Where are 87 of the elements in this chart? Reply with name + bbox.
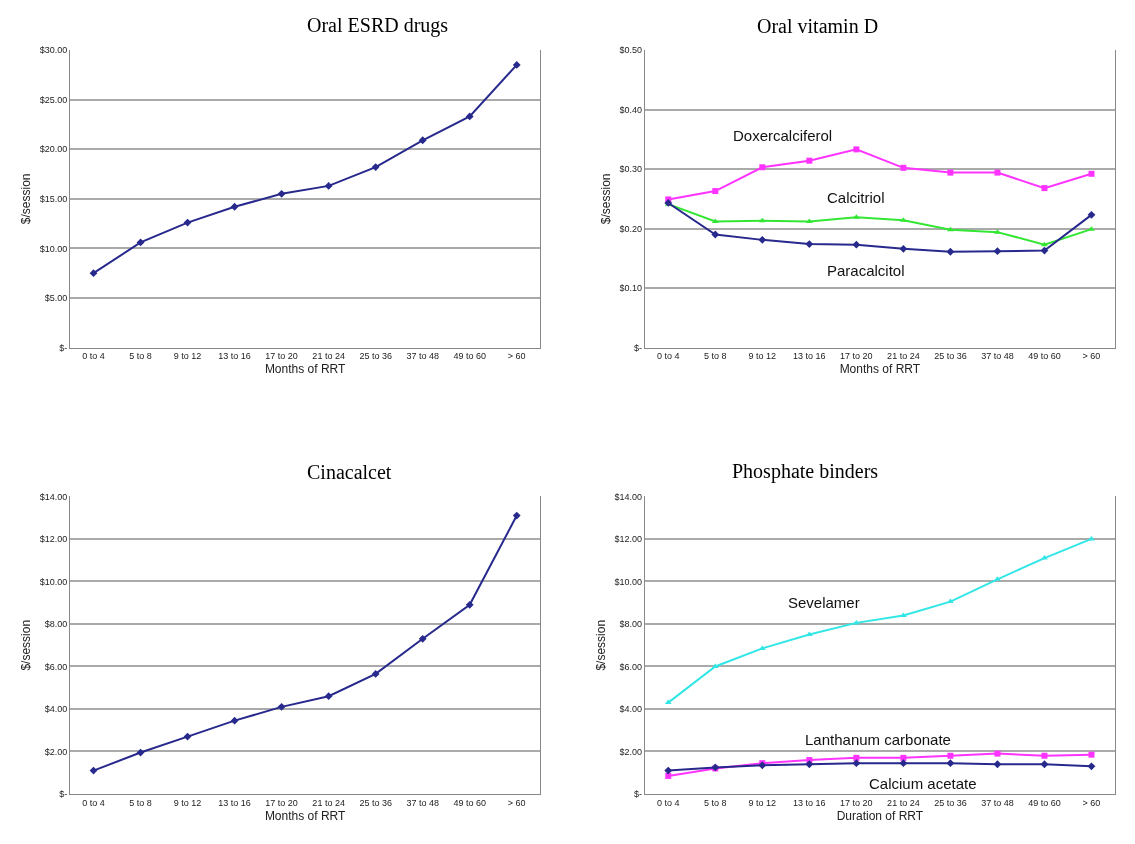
series-label: Doxercalciferol: [733, 127, 833, 144]
x-tick-label: 0 to 4: [82, 351, 105, 362]
y-tick-label: $6.00: [619, 661, 642, 672]
x-tick-label: 17 to 20: [265, 351, 298, 362]
x-tick-label: 0 to 4: [82, 797, 105, 808]
y-tick-label: $8.00: [44, 619, 68, 630]
series-label: Calcitriol: [827, 189, 885, 206]
x-tick-label: 13 to 16: [793, 797, 826, 808]
x-tick-label: 21 to 24: [887, 797, 920, 808]
x-tick-label: 9 to 12: [173, 797, 202, 808]
y-axis-title: $/session: [598, 173, 613, 225]
y-tick-label: $15.00: [39, 193, 68, 204]
y-tick-label: $30.00: [39, 45, 68, 56]
y-tick-label: $2.00: [44, 746, 68, 757]
x-tick-label: 9 to 12: [748, 351, 777, 362]
x-tick-label: 21 to 24: [887, 351, 920, 362]
series-label: Sevelamer: [788, 594, 860, 611]
y-tick-label: $6.00: [44, 661, 68, 672]
chart-title: Phosphate binders: [732, 460, 879, 483]
x-tick-label: 13 to 16: [218, 351, 251, 362]
x-tick-label: 25 to 36: [359, 797, 392, 808]
series-label: Paracalcitol: [827, 262, 905, 279]
x-tick-label: 21 to 24: [312, 351, 345, 362]
y-tick-label: $0.30: [619, 164, 642, 175]
x-tick-label: 5 to 8: [129, 797, 152, 808]
x-tick-label: 25 to 36: [359, 351, 392, 362]
y-tick-label: $-: [59, 789, 68, 800]
y-tick-label: $14.00: [39, 491, 68, 502]
y-tick-label: $20.00: [39, 144, 68, 155]
y-tick-label: $12.00: [39, 534, 68, 545]
x-axis-title: Months of RRT: [264, 808, 347, 823]
chart-title: Oral ESRD drugs: [307, 14, 449, 37]
x-tick-label: 37 to 48: [981, 351, 1014, 362]
y-tick-label: $5.00: [44, 293, 68, 304]
y-tick-label: $4.00: [44, 704, 68, 715]
x-axis-title: Months of RRT: [839, 362, 921, 377]
x-tick-label: 5 to 8: [704, 797, 727, 808]
x-tick-label: 13 to 16: [218, 797, 251, 808]
chart-title: Oral vitamin D: [757, 15, 879, 37]
x-tick-label: > 60: [1082, 351, 1101, 362]
x-tick-label: 49 to 60: [1028, 351, 1061, 362]
series-label: Lanthanum carbonate: [805, 731, 951, 748]
y-tick-label: $0.20: [619, 223, 642, 234]
x-tick-label: 49 to 60: [1028, 797, 1061, 808]
x-tick-label: 5 to 8: [704, 351, 727, 362]
x-tick-label: 17 to 20: [840, 797, 873, 808]
y-tick-label: $14.00: [614, 491, 642, 502]
y-tick-label: $4.00: [619, 704, 642, 715]
y-tick-label: $10.00: [39, 576, 68, 587]
y-tick-label: $12.00: [614, 534, 642, 545]
x-tick-label: 21 to 24: [312, 797, 345, 808]
y-tick-label: $10.00: [614, 576, 642, 587]
x-tick-label: > 60: [507, 797, 526, 808]
y-tick-label: $0.40: [619, 104, 642, 115]
y-tick-label: $10.00: [39, 243, 68, 254]
y-tick-label: $-: [633, 342, 642, 353]
x-tick-label: 25 to 36: [934, 351, 967, 362]
y-tick-label: $0.50: [619, 45, 642, 56]
x-tick-label: 9 to 12: [748, 797, 777, 808]
x-tick-label: 13 to 16: [793, 351, 826, 362]
x-axis-title: Months of RRT: [264, 362, 347, 377]
series-label: Calcium acetate: [869, 775, 977, 792]
y-tick-label: $8.00: [619, 619, 642, 630]
y-tick-label: $25.00: [39, 94, 68, 105]
x-tick-label: 37 to 48: [981, 797, 1014, 808]
chart-title: Cinacalcet: [307, 461, 392, 483]
y-tick-label: $-: [633, 789, 642, 800]
y-axis-title: $/session: [593, 619, 608, 671]
x-axis-title: Duration of RRT: [836, 808, 924, 823]
x-tick-label: 17 to 20: [840, 351, 873, 362]
y-axis-title: $/session: [18, 173, 33, 225]
y-axis-title: $/session: [18, 619, 33, 671]
y-tick-label: $2.00: [619, 746, 642, 757]
y-tick-label: $0.10: [619, 283, 642, 294]
x-tick-label: > 60: [1082, 797, 1101, 808]
x-tick-label: 0 to 4: [656, 797, 680, 808]
x-tick-label: 49 to 60: [453, 351, 486, 362]
x-tick-label: > 60: [507, 351, 526, 362]
x-tick-label: 49 to 60: [453, 797, 486, 808]
x-tick-label: 0 to 4: [656, 351, 680, 362]
x-tick-label: 5 to 8: [129, 351, 152, 362]
x-tick-label: 17 to 20: [265, 797, 298, 808]
x-tick-label: 9 to 12: [173, 351, 202, 362]
y-tick-label: $-: [59, 342, 68, 353]
x-tick-label: 37 to 48: [406, 351, 439, 362]
x-tick-label: 25 to 36: [934, 797, 967, 808]
x-tick-label: 37 to 48: [406, 797, 439, 808]
